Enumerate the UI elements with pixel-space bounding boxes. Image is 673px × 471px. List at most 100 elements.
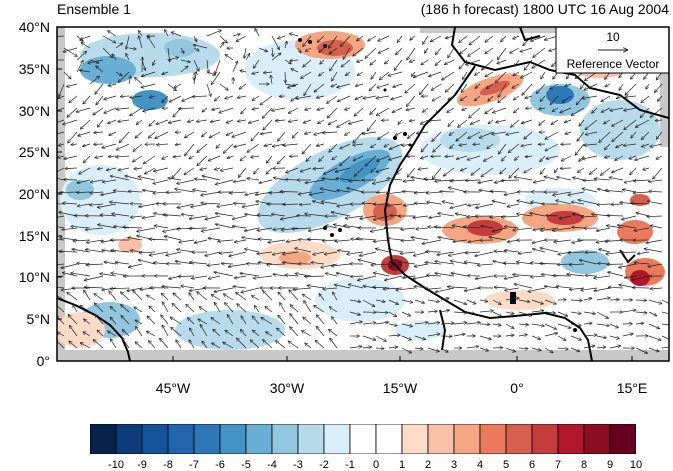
wind-vector bbox=[80, 305, 91, 313]
wind-vector bbox=[433, 143, 442, 152]
wind-vector bbox=[416, 132, 429, 134]
wind-vector bbox=[104, 262, 117, 265]
wind-vector bbox=[348, 119, 364, 124]
wind-vector bbox=[163, 215, 182, 217]
wind-vector bbox=[306, 155, 312, 162]
wind-vector bbox=[540, 248, 559, 253]
wind-vector bbox=[215, 59, 221, 74]
reference-vector-value: 10 bbox=[606, 30, 620, 44]
wind-vector bbox=[635, 119, 650, 128]
wind-vector bbox=[518, 311, 532, 316]
wind-vector bbox=[232, 215, 247, 219]
wind-vector bbox=[518, 252, 533, 254]
wind-vector bbox=[617, 225, 637, 229]
wind-vector bbox=[531, 299, 544, 304]
wind-vector bbox=[349, 180, 364, 181]
wind-vector bbox=[441, 71, 455, 80]
wind-vector bbox=[597, 204, 611, 205]
wind-vector bbox=[129, 96, 143, 98]
wind-vector bbox=[285, 71, 286, 83]
wind-vector bbox=[213, 329, 221, 337]
wind-vector bbox=[426, 275, 442, 276]
wind-vector bbox=[220, 167, 234, 171]
wind-vector bbox=[494, 287, 507, 288]
wind-vector bbox=[449, 131, 455, 136]
wind-vector bbox=[453, 239, 468, 242]
wind-vector bbox=[531, 311, 544, 313]
wind-vector bbox=[102, 47, 113, 58]
wind-vector bbox=[635, 312, 647, 313]
wind-vector bbox=[240, 273, 260, 277]
wind-vector bbox=[275, 120, 286, 121]
wind-vector bbox=[202, 107, 208, 112]
wind-vector bbox=[253, 167, 260, 174]
wind-vector bbox=[504, 250, 520, 252]
wind-vector bbox=[525, 96, 533, 98]
wind-vector bbox=[621, 215, 637, 220]
wind-vector bbox=[232, 34, 241, 36]
wind-vector bbox=[263, 119, 273, 130]
wind-vector bbox=[197, 143, 208, 153]
wind-vector bbox=[240, 155, 247, 161]
colorbar-swatch bbox=[115, 424, 143, 454]
wind-vector bbox=[437, 213, 455, 217]
wind-vector bbox=[525, 156, 533, 157]
wind-vector bbox=[252, 108, 260, 110]
wind-vector bbox=[435, 273, 455, 277]
y-tick-label: 0° bbox=[36, 353, 50, 369]
wind-vector bbox=[584, 144, 598, 145]
wind-vector bbox=[162, 302, 169, 313]
wind-vector bbox=[591, 107, 598, 114]
wind-vector bbox=[570, 324, 581, 326]
wind-vector bbox=[370, 59, 377, 65]
wind-vector bbox=[544, 177, 559, 181]
wind-vector bbox=[120, 292, 130, 301]
wind-vector bbox=[641, 131, 650, 140]
wind-vector bbox=[354, 107, 364, 116]
wind-vector bbox=[340, 35, 351, 47]
wind-vector bbox=[205, 215, 221, 220]
wind-vector bbox=[605, 190, 624, 193]
wind-vector bbox=[161, 286, 182, 288]
wind-vector bbox=[513, 107, 520, 113]
wind-vector bbox=[215, 224, 234, 229]
wind-vector bbox=[539, 263, 559, 264]
wind-vector bbox=[457, 119, 468, 128]
wind-vector bbox=[237, 304, 247, 313]
wind-vector bbox=[266, 167, 273, 174]
wind-vector bbox=[524, 131, 533, 139]
wind-vector bbox=[524, 167, 533, 173]
wind-vector bbox=[582, 155, 598, 159]
wind-vector bbox=[147, 316, 156, 325]
wind-vector bbox=[481, 167, 494, 177]
wind-vector bbox=[522, 83, 533, 96]
wind-vector bbox=[76, 192, 91, 193]
wind-vector bbox=[427, 311, 438, 312]
wind-vector bbox=[615, 143, 624, 149]
wind-vector bbox=[553, 276, 572, 277]
wind-vector bbox=[655, 120, 663, 121]
wind-vector bbox=[557, 311, 568, 316]
wind-vector bbox=[189, 262, 208, 265]
wind-vector bbox=[57, 295, 65, 301]
wind-vector bbox=[424, 47, 429, 54]
wind-vector bbox=[466, 299, 476, 304]
wind-vector bbox=[333, 224, 351, 229]
wind-vector bbox=[632, 275, 650, 280]
y-tick-label: 30°N bbox=[18, 103, 50, 119]
wind-vector bbox=[334, 285, 351, 289]
wind-vector bbox=[580, 287, 598, 290]
wind-vector bbox=[539, 119, 546, 126]
wind-vector bbox=[611, 119, 624, 126]
wind-vector bbox=[432, 131, 442, 142]
wind-vector bbox=[97, 168, 104, 169]
wind-vector bbox=[492, 299, 502, 305]
wind-vector bbox=[344, 131, 351, 135]
wind-vector bbox=[609, 177, 624, 181]
wind-vector bbox=[125, 176, 143, 181]
wind-vector bbox=[585, 252, 598, 253]
wind-vector bbox=[110, 306, 117, 313]
wind-vector bbox=[323, 288, 338, 289]
wind-vector bbox=[278, 315, 286, 325]
wind-vector bbox=[135, 320, 143, 325]
